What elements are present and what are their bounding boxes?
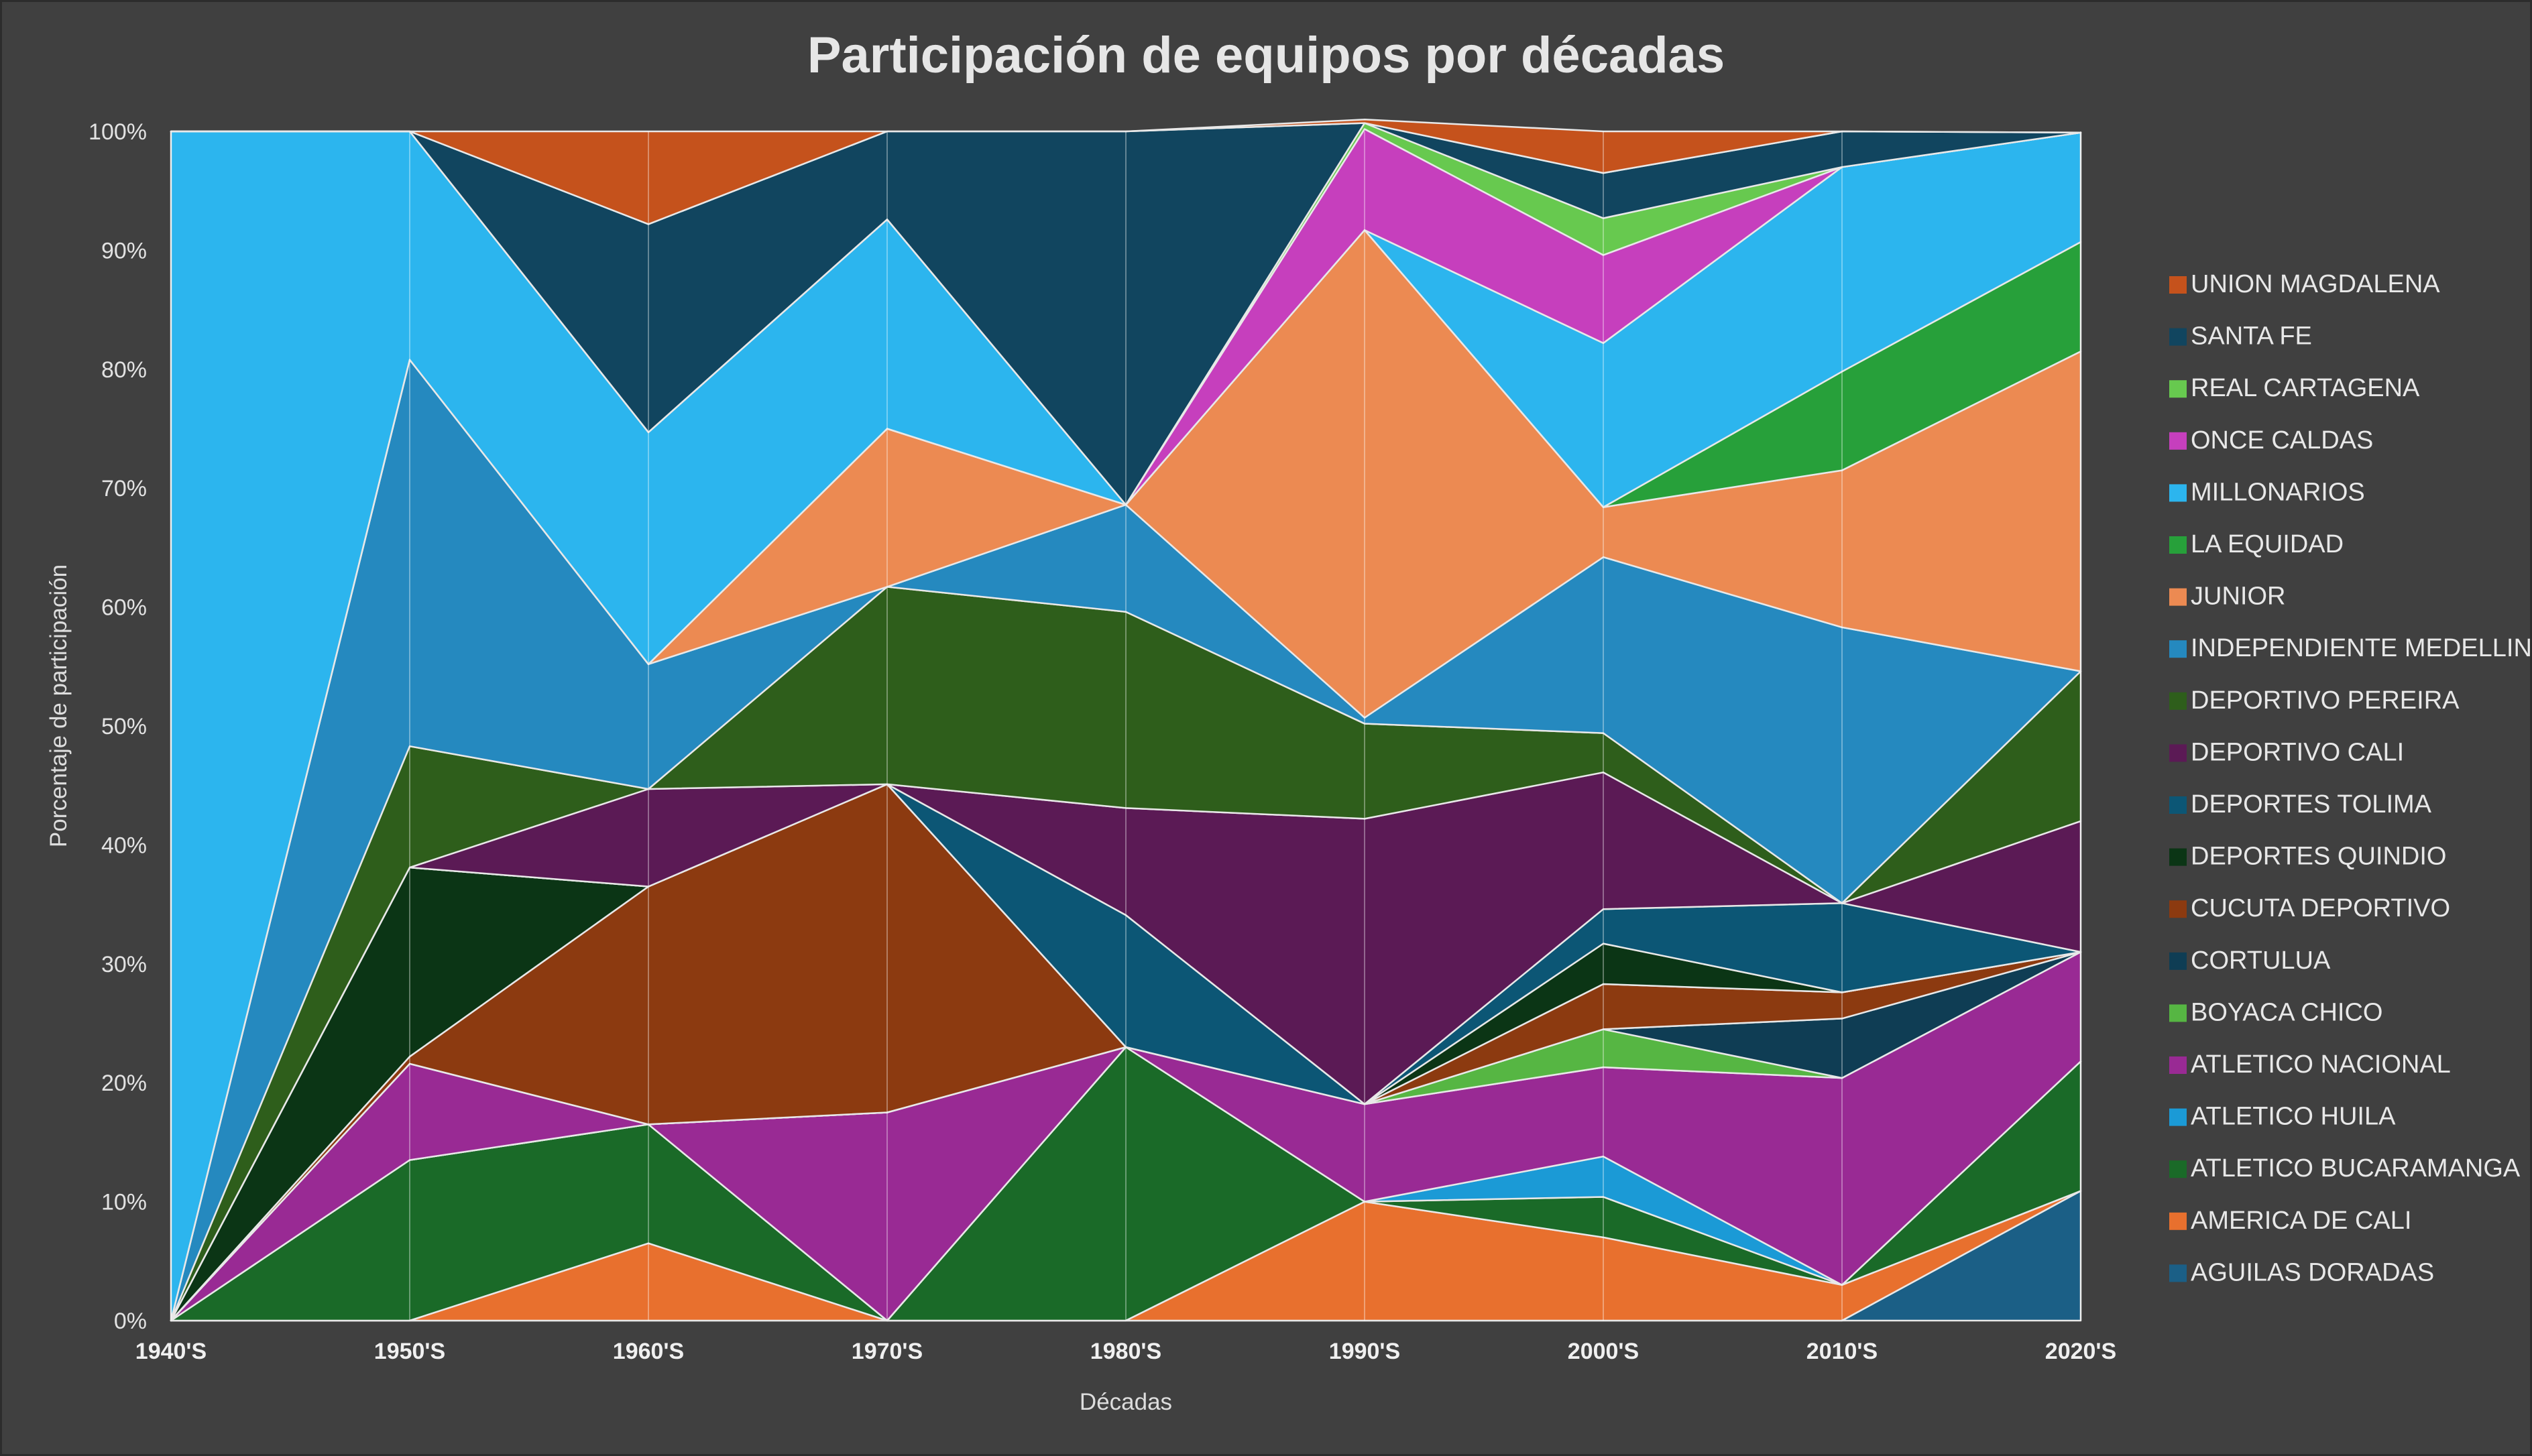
legend-swatch: [2169, 1004, 2187, 1022]
legend-swatch: [2169, 432, 2187, 450]
legend-item-america-de-cali: AMERICA DE CALI: [2169, 1207, 2411, 1235]
legend-item-junior: JUNIOR: [2169, 583, 2285, 611]
legend-item-cucuta-deportivo: CUCUTA DEPORTIVO: [2169, 894, 2450, 922]
legend-item-deportivo-pereira: DEPORTIVO PEREIRA: [2169, 686, 2460, 715]
x-tick-label: 1960'S: [613, 1339, 684, 1364]
legend-item-independiente-medellin: INDEPENDIENTE MEDELLIN: [2169, 634, 2530, 662]
legend-swatch: [2169, 1160, 2187, 1178]
x-tick-label: 1940'S: [135, 1339, 207, 1364]
grid-layer: [170, 131, 2081, 1321]
legend-item-boyaca-chico: BOYACA CHICO: [2169, 998, 2382, 1026]
legend-label: ONCE CALDAS: [2191, 426, 2373, 454]
x-tick-label: 2010'S: [1806, 1339, 1878, 1364]
legend-swatch: [2169, 1212, 2187, 1230]
legend-label: LA EQUIDAD: [2191, 530, 2344, 558]
x-tick-label: 1950'S: [374, 1339, 445, 1364]
legend-swatch: [2169, 1056, 2187, 1074]
legend-label: DEPORTES QUINDIO: [2191, 843, 2446, 871]
legend-swatch: [2169, 484, 2187, 502]
legend-swatch: [2169, 536, 2187, 554]
x-tick-label: 2000'S: [1568, 1339, 1639, 1364]
y-tick-label: 40%: [101, 833, 147, 858]
legend-label: CORTULUA: [2191, 947, 2331, 975]
legend-label: BOYACA CHICO: [2191, 998, 2382, 1026]
y-tick-label: 10%: [101, 1190, 147, 1215]
legend-item-millonarios: MILLONARIOS: [2169, 478, 2365, 506]
legend-label: DEPORTIVO PEREIRA: [2191, 686, 2460, 715]
legend-swatch: [2169, 952, 2187, 970]
x-axis-label: Décadas: [1080, 1389, 1172, 1415]
legend-swatch: [2169, 1264, 2187, 1282]
legend-item-deportivo-cali: DEPORTIVO CALI: [2169, 738, 2404, 766]
legend: UNION MAGDALENA SANTA FE REAL CARTAGENA ONC…: [2169, 270, 2530, 1286]
legend-item-deportes-quindio: DEPORTES QUINDIO: [2169, 843, 2446, 871]
y-tick-label: 20%: [101, 1071, 147, 1096]
y-tick-label: 50%: [101, 714, 147, 739]
y-tick-label: 90%: [101, 238, 147, 263]
legend-label: JUNIOR: [2191, 583, 2285, 611]
y-tick-label: 60%: [101, 595, 147, 621]
legend-label: SANTA FE: [2191, 322, 2312, 351]
legend-item-aguilas-doradas: AGUILAS DORADAS: [2169, 1258, 2434, 1286]
legend-label: INDEPENDIENTE MEDELLIN: [2191, 634, 2530, 662]
legend-item-real-cartagena: REAL CARTAGENA: [2169, 374, 2420, 402]
legend-item-union-magdalena: UNION MAGDALENA: [2169, 270, 2440, 298]
x-axis: 1940'S 1950'S 1960'S 1970'S 1980'S 1990'S 2000…: [135, 1339, 2116, 1364]
legend-swatch: [2169, 692, 2187, 710]
legend-label: DEPORTIVO CALI: [2191, 738, 2404, 766]
legend-swatch: [2169, 744, 2187, 762]
legend-item-atletico-bucaramanga: ATLETICO BUCARAMANGA: [2169, 1154, 2521, 1182]
legend-swatch: [2169, 328, 2187, 346]
legend-swatch: [2169, 1108, 2187, 1126]
areas-layer: [170, 119, 2082, 1322]
legend-label: ATLETICO NACIONAL: [2191, 1050, 2451, 1079]
legend-label: CUCUTA DEPORTIVO: [2191, 894, 2450, 922]
x-tick-label: 1990'S: [1329, 1339, 1400, 1364]
y-tick-label: 30%: [101, 952, 147, 977]
legend-label: DEPORTES TOLIMA: [2191, 790, 2432, 818]
legend-item-atletico-huila: ATLETICO HUILA: [2169, 1103, 2396, 1131]
legend-item-la-equidad: LA EQUIDAD: [2169, 530, 2344, 558]
legend-label: REAL CARTAGENA: [2191, 374, 2420, 402]
legend-swatch: [2169, 588, 2187, 606]
legend-item-once-caldas: ONCE CALDAS: [2169, 426, 2373, 454]
y-tick-label: 0%: [114, 1309, 147, 1334]
y-axis-label: Porcentaje de participación: [46, 564, 72, 847]
y-tick-label: 100%: [89, 119, 147, 145]
legend-label: ATLETICO HUILA: [2191, 1103, 2396, 1131]
legend-label: UNION MAGDALENA: [2191, 270, 2440, 298]
legend-swatch: [2169, 900, 2187, 918]
legend-label: ATLETICO BUCARAMANGA: [2191, 1154, 2521, 1182]
legend-swatch: [2169, 276, 2187, 294]
y-tick-label: 70%: [101, 476, 147, 501]
y-tick-label: 80%: [101, 357, 147, 383]
x-tick-label: 2020'S: [2045, 1339, 2116, 1364]
legend-item-atletico-nacional: ATLETICO NACIONAL: [2169, 1050, 2451, 1079]
chart-title: Participación de equipos por décadas: [807, 27, 1725, 84]
legend-item-cortulua: CORTULUA: [2169, 947, 2331, 975]
x-tick-label: 1970'S: [852, 1339, 923, 1364]
y-axis: 0% 10% 20% 30% 40% 50% 60% 70% 80% 90% 100%: [89, 119, 147, 1334]
legend-swatch: [2169, 848, 2187, 866]
legend-label: AGUILAS DORADAS: [2191, 1258, 2434, 1286]
x-tick-label: 1980'S: [1090, 1339, 1161, 1364]
legend-label: AMERICA DE CALI: [2191, 1207, 2411, 1235]
legend-label: MILLONARIOS: [2191, 478, 2365, 506]
legend-item-santa-fe: SANTA FE: [2169, 322, 2312, 351]
legend-swatch: [2169, 380, 2187, 398]
legend-item-deportes-tolima: DEPORTES TOLIMA: [2169, 790, 2432, 818]
legend-swatch: [2169, 796, 2187, 814]
legend-swatch: [2169, 640, 2187, 658]
area-union-magdalena: [170, 119, 2082, 225]
